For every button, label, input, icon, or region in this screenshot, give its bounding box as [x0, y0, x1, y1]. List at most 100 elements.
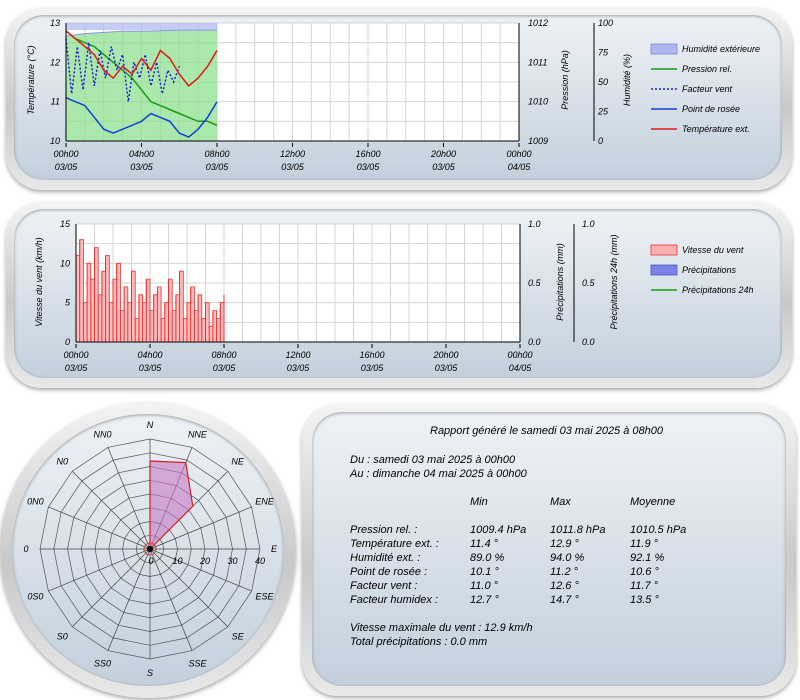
report-panel-inner	[312, 412, 786, 686]
y-tick-label-wind: 10	[60, 258, 70, 268]
y-tick-label-precip: 0.5	[528, 278, 542, 288]
rose-center	[147, 546, 153, 552]
legend-swatch-humidity	[650, 43, 678, 55]
rose-direction-label: S	[147, 668, 153, 678]
y-tick-label-precip24: 0.5	[582, 278, 596, 288]
report-row-max: 12.6 °	[550, 580, 579, 592]
x-tick-date: 04/05	[509, 363, 533, 373]
report-row-label: Facteur humidex :	[350, 594, 439, 606]
x-tick-label: 16h00	[359, 350, 384, 360]
y-axis-label-precip24: Précipitations 24h (mm)	[609, 234, 619, 329]
report-to: Au : dimanche 04 mai 2025 à 00h00	[350, 468, 527, 480]
rose-direction-label: ENE	[255, 497, 275, 507]
rose-direction-label: NNE	[188, 429, 208, 439]
x-tick-date: 03/05	[357, 162, 381, 172]
rose-radius-label: 20	[199, 556, 210, 566]
y-tick-label-pressure: 1009	[528, 136, 548, 146]
report-row-min: 11.4 °	[470, 538, 499, 550]
rose-direction-label: SS0	[94, 659, 111, 669]
rose-radius-label: 30	[227, 556, 237, 566]
legend-swatch	[650, 244, 678, 256]
rose-direction-label: NN0	[94, 429, 112, 439]
x-tick-label: 20h00	[432, 350, 458, 360]
x-tick-label: 00h00	[507, 350, 532, 360]
y-tick-label-wind: 15	[60, 219, 71, 229]
legend-label: Facteur vent	[682, 84, 733, 94]
x-tick-date: 03/05	[139, 363, 163, 373]
report-row-label: Humidité ext. :	[350, 552, 421, 564]
rose-direction-label: E	[271, 544, 278, 554]
x-tick-label: 08h00	[211, 350, 236, 360]
report-row-avg: 92.1 %	[630, 552, 665, 564]
rose-direction-label: SE	[232, 632, 245, 642]
y-tick-label-humidity: 50	[598, 77, 608, 87]
x-tick-date: 04/05	[508, 162, 532, 172]
y-tick-label-humidity: 100	[598, 18, 613, 28]
report-header-avg: Moyenne	[630, 496, 676, 508]
y-tick-label-precip: 1.0	[528, 219, 541, 229]
rose-direction-label: 0	[23, 544, 28, 554]
report-row-label: Facteur vent :	[350, 580, 418, 592]
rose-direction-label: NE	[231, 456, 244, 466]
y-tick-label-humidity: 0	[598, 136, 603, 146]
report-row-max: 12.9 °	[550, 538, 579, 550]
x-tick-label: 08h00	[204, 149, 229, 159]
rose-spoke	[48, 548, 151, 592]
rose-radius-label: 0	[148, 556, 153, 566]
report-row-avg: 11.9 °	[630, 538, 659, 550]
report-row-max: 11.2 °	[550, 566, 579, 578]
x-tick-label: 00h00	[506, 149, 531, 159]
humidity-line	[65, 29, 217, 37]
rose-radius-label: 40	[255, 556, 265, 566]
report-total-precip: Total précipitations : 0.0 mm	[350, 636, 488, 648]
report-row-min: 10.1 °	[470, 566, 499, 578]
report-from: Du : samedi 03 mai 2025 à 00h00	[350, 454, 516, 466]
rose-spoke	[107, 447, 151, 550]
rose-data-area	[149, 460, 194, 551]
y-tick-label-temperature: 11	[51, 97, 60, 107]
y-tick-label-pressure: 1010	[528, 97, 548, 107]
temperature-line	[65, 30, 218, 87]
report-row-avg: 1010.5 hPa	[630, 524, 687, 536]
legend-label: Pression rel.	[682, 64, 732, 74]
x-tick-date: 03/05	[432, 162, 456, 172]
rose-direction-label: ESE	[256, 591, 275, 601]
x-tick-date: 03/05	[130, 162, 154, 172]
rose-spoke	[107, 548, 151, 651]
legend-label: Température ext.	[682, 124, 750, 134]
legend-swatch	[650, 264, 678, 276]
y-axis-label-wind: Vitesse du vent (km/h)	[34, 237, 44, 326]
y-axis-label-precip: Précipitations (mm)	[555, 243, 565, 321]
rose-center-ring	[143, 542, 157, 556]
rose-direction-label: 0N0	[27, 497, 44, 507]
wind-factor-line	[65, 38, 181, 102]
report-header-max: Max	[550, 496, 571, 508]
y-tick-label-wind: 0	[65, 337, 70, 347]
y-axis-label-temperature: Température (°C)	[26, 45, 36, 114]
y-tick-label-temperature: 12	[50, 57, 60, 67]
y-tick-label-humidity: 75	[598, 48, 609, 58]
legend-label: Point de rosée	[682, 104, 740, 114]
rose-spoke	[149, 548, 229, 628]
legend-label: Humidité extérieure	[682, 44, 760, 54]
rose-direction-label: N0	[57, 456, 69, 466]
y-tick-label-precip: 0.0	[528, 337, 541, 347]
x-tick-label: 00h00	[53, 149, 78, 159]
x-tick-date: 03/05	[65, 363, 89, 373]
x-tick-date: 03/05	[55, 162, 79, 172]
x-tick-date: 03/05	[435, 363, 459, 373]
y-axis-label-humidity: Humidité (%)	[622, 54, 632, 106]
rose-direction-label: SSE	[188, 659, 207, 669]
dew-point-line	[65, 97, 218, 138]
rose-direction-label: N	[147, 420, 154, 430]
humidity-area-top	[66, 23, 217, 31]
report-title: Rapport généré le samedi 03 mai 2025 à 0…	[430, 425, 663, 437]
report-row-min: 12.7 °	[470, 594, 499, 606]
report-row-label: Point de rosée :	[350, 566, 428, 578]
x-tick-label: 16h00	[355, 149, 380, 159]
report-row-avg: 10.6 °	[630, 566, 659, 578]
rose-spoke	[48, 506, 151, 550]
